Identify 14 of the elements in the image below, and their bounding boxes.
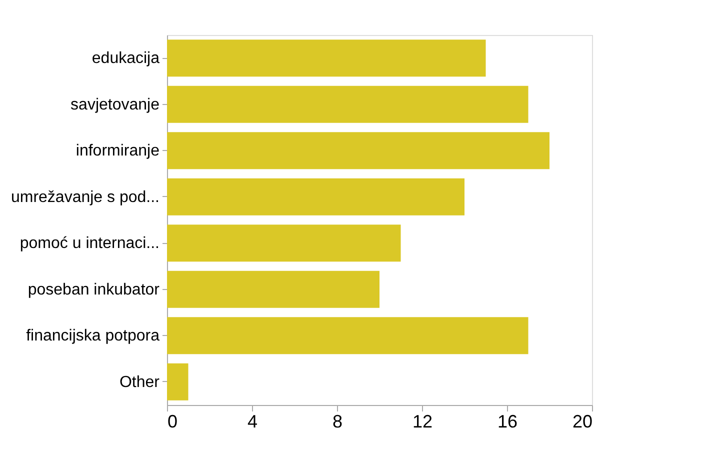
- y-tick-label: edukacija: [92, 50, 160, 68]
- x-tick-label: 4: [247, 412, 258, 432]
- y-tick-label: Other: [119, 374, 160, 391]
- y-tick-label: umrežavanje s pod...: [10, 188, 160, 206]
- x-tick-label: 12: [412, 412, 433, 432]
- x-tick-label: 8: [332, 412, 343, 432]
- y-tick-label: pomoć u internaci...: [20, 235, 160, 252]
- y-tick-label: financijska potpora: [26, 328, 160, 345]
- y-tick-label: poseban inkubator: [28, 281, 160, 298]
- x-tick-label: 20: [572, 412, 592, 432]
- x-tick-label: 16: [497, 412, 518, 432]
- x-tick-label: 0: [168, 412, 178, 432]
- y-tick-label: informiranje: [76, 142, 160, 160]
- y-tick-label: savjetovanje: [70, 96, 160, 114]
